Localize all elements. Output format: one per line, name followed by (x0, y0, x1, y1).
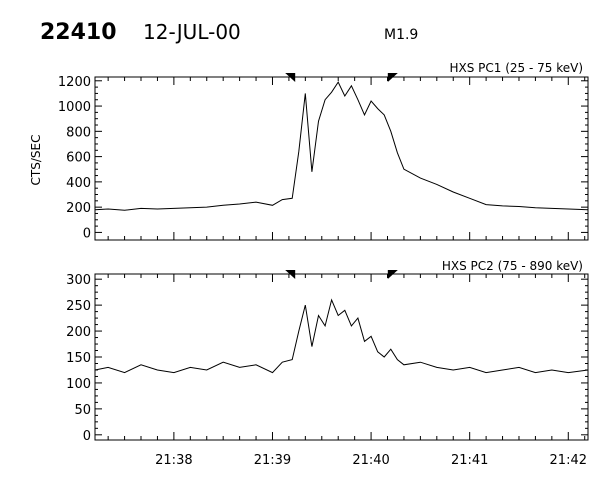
y-tick-label: 150 (66, 351, 91, 366)
y-tick-label: 600 (66, 151, 91, 166)
series-line (94, 81, 589, 211)
y-tick-label: 1200 (58, 75, 91, 90)
y-tick-label: 800 (66, 125, 91, 140)
panel2: 0 50 100 150 200 250 300 21:38 21:39 21:40 21:41 21… (66, 270, 589, 468)
x-tick-label: 21:40 (352, 453, 389, 468)
time-marker (387, 73, 398, 82)
x-tick-label: 21:38 (155, 453, 192, 468)
y-tick-label: 0 (83, 429, 91, 444)
y-tick-label: 1000 (58, 100, 91, 115)
time-marker (285, 73, 296, 82)
y-tick-label: 300 (66, 273, 91, 288)
y-tick-label: 200 (66, 201, 91, 216)
event-id: 22410 (40, 20, 117, 45)
y-tick-label: 50 (74, 403, 91, 418)
flare-class: M1.9 (384, 27, 418, 43)
y-tick-label: 400 (66, 176, 91, 191)
panel1-ylabel: CTS/SEC (29, 135, 43, 186)
x-tick-label: 21:39 (254, 453, 291, 468)
plot-frame (94, 273, 589, 441)
panel1: 0 200 400 600 800 1000 1200 (58, 73, 589, 241)
y-tick-label: 250 (66, 299, 91, 314)
time-marker (387, 270, 398, 279)
y-tick-label: 0 (83, 226, 91, 241)
panel2-title: HXS PC2 (75 - 890 keV) (442, 259, 583, 273)
series-line (94, 298, 589, 374)
x-tick-label: 21:42 (550, 453, 587, 468)
event-date: 12-JUL-00 (143, 20, 241, 44)
y-tick-label: 100 (66, 377, 91, 392)
x-tick-label: 21:41 (451, 453, 488, 468)
plot-frame (94, 76, 589, 241)
panel1-title: HXS PC1 (25 - 75 keV) (449, 61, 583, 75)
time-marker (285, 270, 296, 279)
y-tick-label: 200 (66, 325, 91, 340)
